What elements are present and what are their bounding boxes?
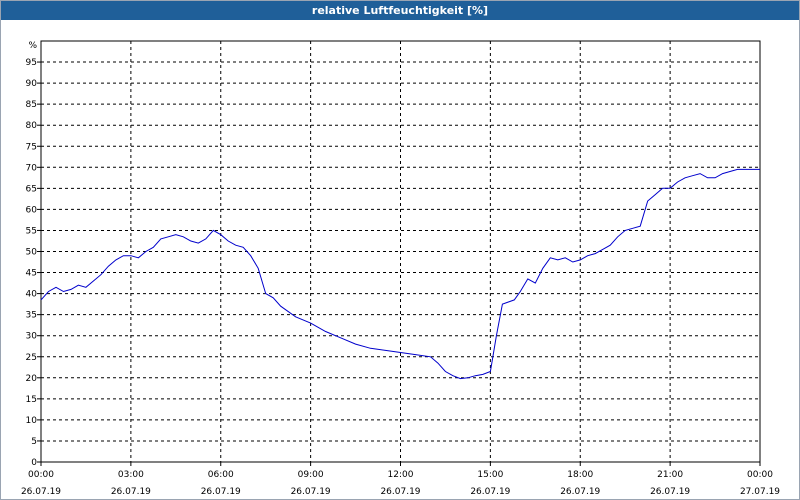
humidity-series-line [40,168,760,380]
y-tick-label: 15 [26,395,37,405]
y-tick-label: 40 [26,290,38,300]
y-tick-label: 5 [31,437,37,447]
y-tick-label: 30 [26,332,38,342]
y-tick-label: 95 [26,58,37,68]
x-tick-date-label: 26.07.19 [470,487,510,497]
y-tick-label: 35 [26,311,37,321]
x-tick-date-label: 26.07.19 [650,487,690,497]
y-tick-label: 65 [26,184,37,194]
x-tick-time-label: 15:00 [477,470,503,480]
y-tick-label: 45 [26,269,37,279]
chart-title: relative Luftfeuchtigkeit [%] [1,1,799,20]
series [40,168,760,380]
x-tick-date-label: 26.07.19 [560,487,600,497]
humidity-chart: 05101520253035404550556065707580859095% … [21,40,780,497]
x-tick-date-label: 26.07.19 [111,487,151,497]
y-tick-label: 55 [26,226,37,236]
y-tick-label: 80 [26,121,38,131]
y-tick-label: 85 [26,100,37,110]
y-tick-label: 70 [26,163,38,173]
y-tick-label: 75 [26,142,37,152]
y-axis-unit-label: % [28,41,37,51]
y-tick-label: 0 [31,458,37,468]
x-tick-date-label: 26.07.19 [380,487,420,497]
y-tick-label: 50 [26,248,38,258]
x-tick-date-label: 26.07.19 [201,487,241,497]
x-axis-ticks: 00:00 26.07.19 03:00 26.07.19 06:00 26.07.19 0… [21,462,780,497]
x-tick-time-label: 03:00 [118,470,144,480]
y-tick-label: 20 [26,374,38,384]
x-tick-date-label: 27.07.19 [740,487,780,497]
y-axis-ticks: 0 5 10 15 20 25 30 35 40 45 50 55 60 65 70 75 80 85 90 95% [26,41,41,468]
x-tick-time-label: 00:00 [747,470,773,480]
x-tick-time-label: 06:00 [208,470,234,480]
x-tick-date-label: 26.07.19 [21,487,61,497]
y-tick-label: 60 [26,205,38,215]
y-tick-label: 10 [26,416,38,426]
x-tick-date-label: 26.07.19 [291,487,331,497]
grid [41,41,760,462]
x-tick-time-label: 09:00 [298,470,324,480]
x-tick-time-label: 18:00 [567,470,593,480]
x-tick-time-label: 21:00 [657,470,683,480]
x-tick-time-label: 00:00 [28,470,54,480]
y-tick-label: 25 [26,353,37,363]
y-tick-label: 90 [26,79,38,89]
x-tick-time-label: 12:00 [388,470,414,480]
